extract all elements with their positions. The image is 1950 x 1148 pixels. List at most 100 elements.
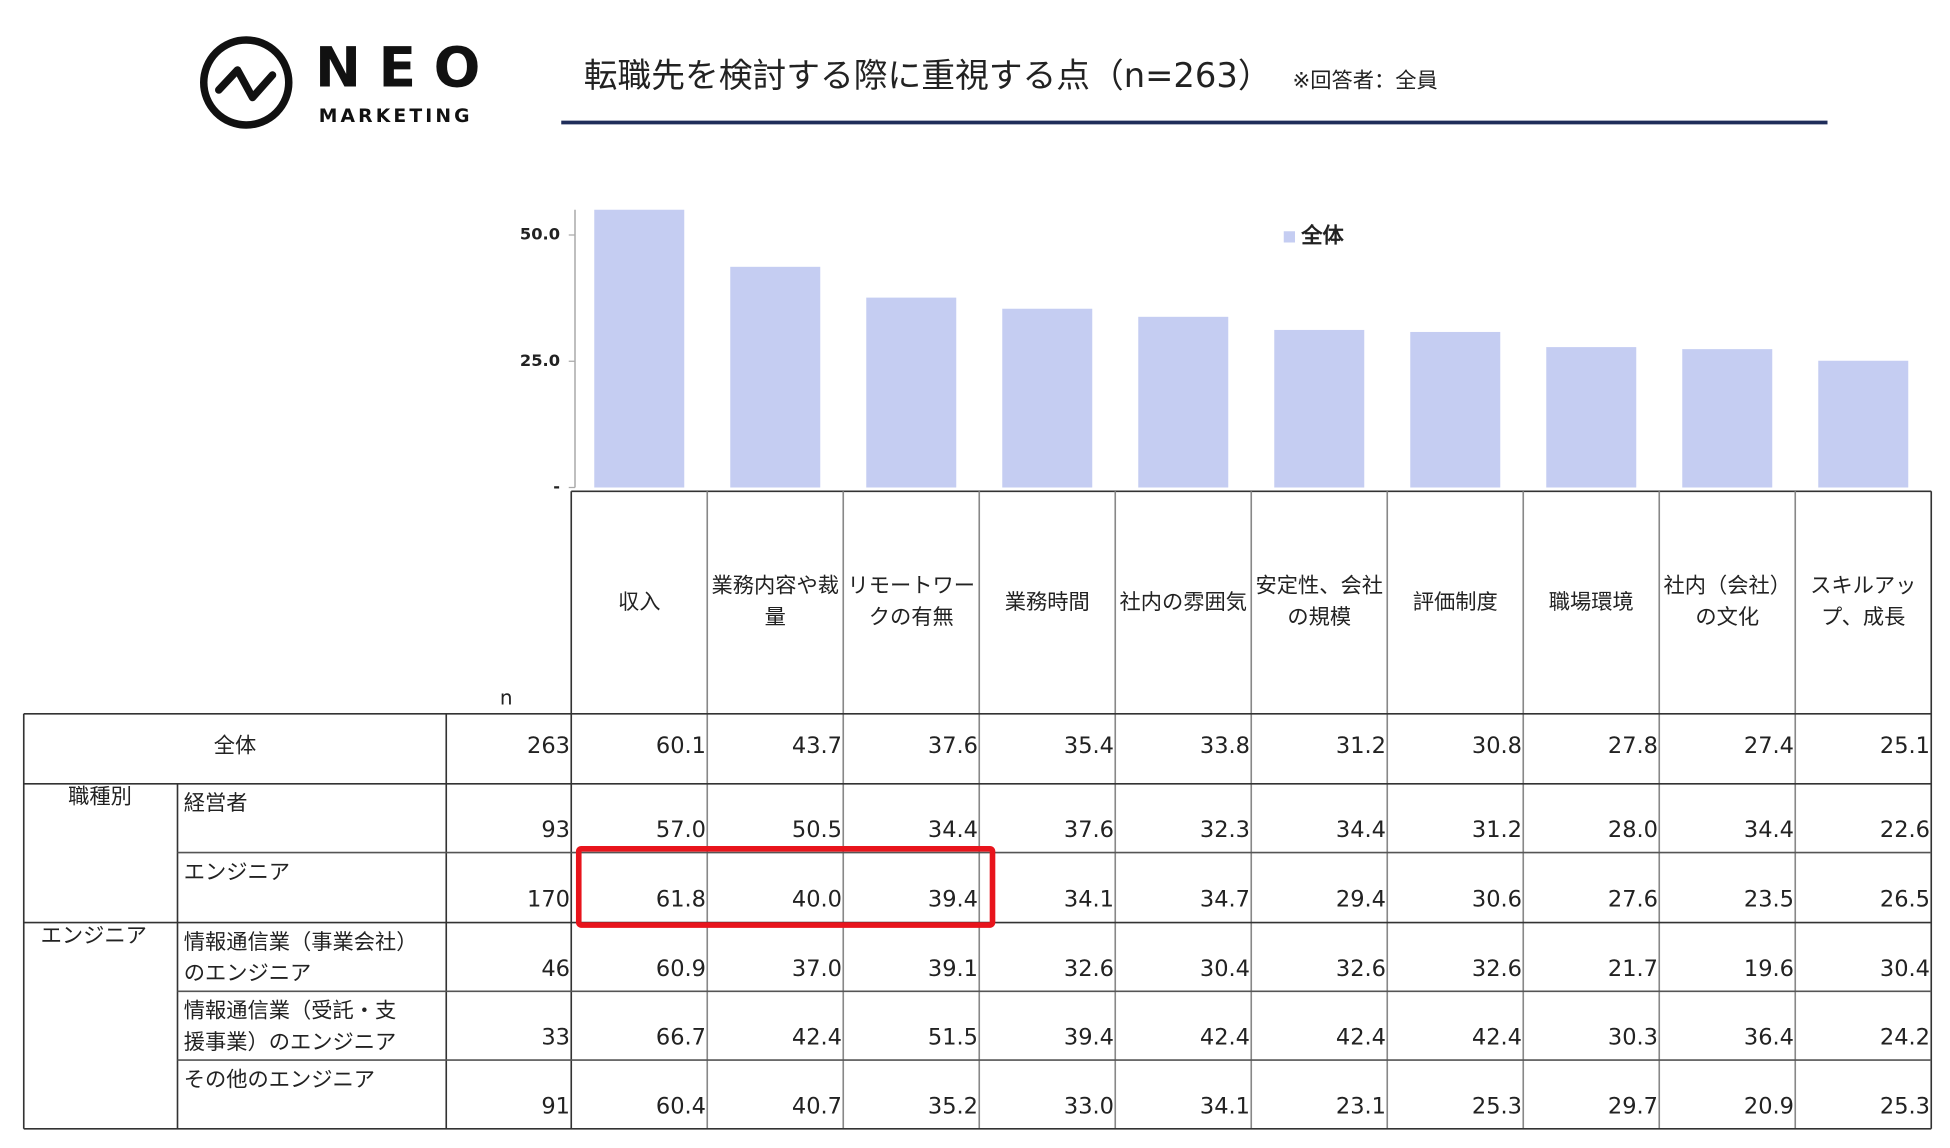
y-tick-label: 25.0 — [520, 351, 560, 370]
bar — [1410, 331, 1501, 488]
cell-value: 25.3 — [1880, 1093, 1930, 1119]
cell-value: 30.3 — [1608, 1025, 1658, 1051]
logo-text: NEO — [315, 35, 498, 99]
column-header-box: 業務内容や裁量 — [711, 573, 839, 630]
cell-value: 25.1 — [1880, 733, 1930, 759]
row-label-box: 情報通信業（受託・支援事業）のエンジニア — [183, 998, 397, 1055]
column-header: 安定性、会社の規模 — [1255, 573, 1383, 630]
cell-value: 34.4 — [928, 817, 978, 843]
note: ※回答者：全員 — [1293, 68, 1438, 93]
cell-value: 39.4 — [928, 887, 978, 913]
title: 転職先を検討する際に重視する点（n=263） — [584, 56, 1272, 95]
cell-value: 37.0 — [792, 956, 842, 982]
n-value: 33 — [541, 1025, 570, 1051]
column-header: 業務内容や裁量 — [711, 573, 839, 630]
row-label-box: 情報通信業（事業会社）のエンジニア — [184, 930, 407, 986]
cell-value: 35.4 — [1064, 733, 1114, 759]
cell-value: 20.9 — [1744, 1093, 1794, 1119]
cell-value: 23.5 — [1744, 887, 1794, 913]
row-label: 情報通信業（受託・支援事業）のエンジニア — [183, 998, 397, 1055]
highlight-box — [575, 845, 996, 928]
cell-value: 26.5 — [1880, 887, 1930, 913]
cell-value: 31.2 — [1472, 817, 1522, 843]
cell-value: 40.0 — [792, 887, 842, 913]
cell-value: 32.6 — [1336, 956, 1386, 982]
table — [22, 490, 1933, 1130]
cell-value: 30.4 — [1880, 956, 1930, 982]
column-header-box: 社内（会社）の文化 — [1663, 573, 1791, 630]
cell-value: 42.4 — [792, 1025, 842, 1051]
column-header-box: 職場環境 — [1549, 589, 1634, 614]
cell-value: 57.0 — [656, 817, 706, 843]
cell-value: 23.1 — [1336, 1093, 1386, 1119]
cell-value: 34.1 — [1200, 1093, 1250, 1119]
cell-value: 34.4 — [1336, 817, 1386, 843]
bar — [1138, 316, 1229, 488]
bar — [1546, 347, 1637, 488]
column-header: リモートワークの有無 — [847, 573, 975, 630]
y-tick-label: - — [553, 477, 560, 496]
cell-value: 61.8 — [656, 887, 706, 913]
cell-value: 42.4 — [1200, 1025, 1250, 1051]
n-value: 91 — [541, 1093, 570, 1119]
column-header: 社内（会社）の文化 — [1663, 573, 1791, 630]
column-header: スキルアップ、成長 — [1810, 573, 1917, 630]
cell-value: 37.6 — [1064, 817, 1114, 843]
cell-value: 32.3 — [1200, 817, 1250, 843]
cell-value: 27.8 — [1608, 733, 1658, 759]
cell-value: 30.8 — [1472, 733, 1522, 759]
cell-value: 40.7 — [792, 1093, 842, 1119]
cell-value: 28.0 — [1608, 817, 1658, 843]
cell-value: 30.4 — [1200, 956, 1250, 982]
legend-label: 全体 — [1300, 222, 1344, 248]
logo: NEO MARKETING — [200, 35, 498, 129]
n-value: 170 — [527, 887, 570, 913]
bar — [1274, 329, 1365, 488]
cell-value: 34.4 — [1744, 817, 1794, 843]
row-label-box: エンジニア — [183, 860, 291, 885]
n-value: 46 — [541, 956, 570, 982]
row-label: エンジニア — [183, 860, 291, 885]
plot-area — [594, 209, 1909, 488]
cell-value: 32.6 — [1064, 956, 1114, 982]
cell-value: 60.4 — [656, 1093, 706, 1119]
cell-value: 60.1 — [656, 733, 706, 759]
cell-value: 36.4 — [1744, 1025, 1794, 1051]
cell-value: 39.1 — [928, 956, 978, 982]
column-header-box: スキルアップ、成長 — [1810, 573, 1917, 630]
bar — [1818, 360, 1909, 488]
cell-value: 39.4 — [1064, 1025, 1114, 1051]
column-header-box: リモートワークの有無 — [847, 573, 975, 630]
cell-value: 29.7 — [1608, 1093, 1658, 1119]
cell-value: 31.2 — [1336, 733, 1386, 759]
cell-value: 60.9 — [656, 956, 706, 982]
cell-value: 50.5 — [792, 817, 842, 843]
column-header-box: 安定性、会社の規模 — [1255, 573, 1383, 630]
logo-ring — [200, 36, 293, 129]
column-header: 評価制度 — [1412, 589, 1498, 615]
n-value: 93 — [541, 817, 570, 843]
bar — [1682, 349, 1773, 488]
n-header: n — [500, 685, 513, 709]
cell-value: 29.4 — [1336, 887, 1386, 913]
row-label: 経営者 — [183, 791, 248, 817]
logo-mark — [215, 66, 277, 102]
cell-value: 66.7 — [656, 1025, 706, 1051]
column-header: 社内の雰囲気 — [1119, 589, 1247, 615]
bar — [594, 209, 685, 488]
group-label: 職種別 — [68, 785, 132, 810]
cell-value: 24.2 — [1880, 1025, 1930, 1051]
cell-value: 37.6 — [928, 733, 978, 759]
bar — [866, 297, 957, 488]
cell-value: 27.4 — [1744, 733, 1794, 759]
cell-value: 43.7 — [792, 733, 842, 759]
row-label: 全体 — [214, 733, 257, 758]
cell-value: 30.6 — [1472, 887, 1522, 913]
n-value: 263 — [527, 733, 570, 759]
column-header-box: 業務時間 — [1005, 589, 1090, 614]
row-label-box: 経営者 — [183, 791, 248, 817]
logo-subtext: MARKETING — [319, 106, 473, 127]
row-label-box: その他のエンジニア — [184, 1068, 375, 1093]
bar — [730, 266, 821, 488]
column-header-box: 収入 — [618, 589, 661, 614]
